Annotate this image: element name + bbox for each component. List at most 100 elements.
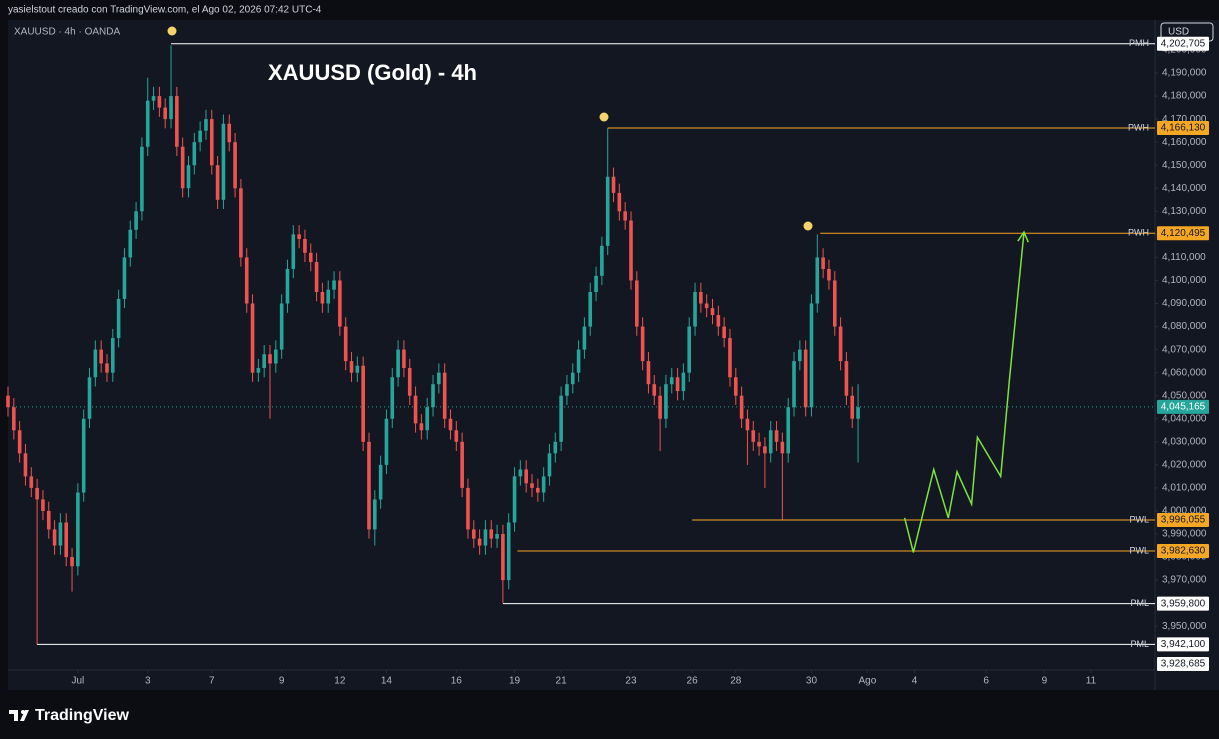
candle-body (547, 453, 552, 477)
candle-body (58, 522, 63, 546)
candle-body (122, 257, 127, 299)
candle-body (611, 176, 616, 193)
candle-body (308, 252, 313, 263)
candle-body (821, 257, 825, 269)
x-tick-label: Ago (858, 676, 876, 687)
candle-body (12, 407, 16, 431)
candle-body (629, 220, 633, 281)
candle-body (407, 368, 412, 396)
candle-body (192, 142, 197, 166)
candle-body (76, 492, 80, 567)
candle-body (233, 142, 237, 189)
y-tick-label: 4,190,000 (1162, 68, 1207, 79)
y-tick-label: 4,110,000 (1162, 252, 1206, 263)
candle-body (23, 453, 28, 477)
candle-body (699, 291, 703, 304)
x-tick-label: 7 (209, 676, 215, 687)
candle-body (518, 469, 523, 477)
candle-body (198, 130, 202, 143)
candle-body (6, 395, 10, 408)
level-box (1157, 543, 1209, 558)
candle-body (116, 298, 121, 339)
x-tick-label: 26 (687, 676, 699, 687)
y-tick-label: 4,160,000 (1162, 137, 1207, 148)
candle-body (541, 476, 546, 493)
y-tick-label: 4,140,000 (1162, 183, 1207, 194)
candle-body (279, 303, 284, 350)
plot-area (8, 20, 1155, 670)
projection-path (903, 231, 1025, 553)
y-tick-label: 3,970,000 (1162, 575, 1207, 586)
candle-body (530, 483, 534, 488)
candle-body (594, 275, 598, 292)
candle-body (716, 315, 721, 327)
candle-body (489, 529, 494, 539)
candle-body (733, 377, 738, 396)
x-tick-label: 23 (625, 676, 637, 687)
candle-body (774, 430, 779, 442)
candle-body (180, 146, 185, 189)
candle-body (582, 326, 587, 350)
candle-body (367, 441, 371, 530)
candle-body (728, 338, 732, 378)
candle-body (669, 377, 674, 385)
candle-body (856, 407, 860, 419)
level-name: PWL (1129, 545, 1149, 555)
candle-body (239, 188, 243, 258)
level-name: PWH (1128, 228, 1149, 238)
level-box (1157, 226, 1209, 241)
last-price-box (1157, 399, 1209, 414)
candle-body (623, 211, 627, 221)
y-tick-label: 4,170,000 (1162, 114, 1207, 125)
candle-body (303, 238, 307, 253)
candle-body (163, 107, 168, 120)
y-tick-label: 4,180,000 (1162, 91, 1207, 102)
candle-body (145, 100, 150, 147)
candle-body (175, 96, 179, 147)
y-tick-label: 4,050,000 (1162, 390, 1207, 401)
level-box (1157, 36, 1209, 51)
y-tick-label: 4,060,000 (1162, 367, 1207, 378)
x-tick-label: 9 (279, 676, 285, 687)
candle-body (93, 349, 98, 378)
candle-body (664, 384, 668, 419)
candle-body (588, 291, 593, 327)
y-tick-label: 4,080,000 (1162, 321, 1207, 332)
chart-title: XAUUSD (Gold) - 4h (268, 60, 477, 85)
candle-body (710, 308, 715, 316)
candle-body (413, 395, 418, 424)
level-box (1157, 513, 1209, 528)
candle-body (274, 349, 278, 364)
candle-body (110, 338, 115, 373)
bulb-icon (599, 112, 609, 122)
x-tick-label: 9 (1042, 676, 1048, 687)
candle-body (658, 395, 662, 419)
candle-body (844, 361, 849, 396)
candle-body (792, 361, 796, 408)
candle-body (215, 165, 220, 200)
y-tick-label: 4,130,000 (1162, 206, 1207, 217)
candle-body (256, 368, 261, 373)
candle-body (355, 365, 360, 373)
bulb-icon (803, 221, 813, 231)
level-name: PWL (1129, 514, 1149, 524)
candle-body (850, 395, 855, 419)
x-tick-label: Jul (71, 676, 84, 687)
level-name: PWH (1128, 122, 1149, 132)
candle-body (640, 326, 645, 362)
candle-body (477, 538, 482, 546)
candle-body (204, 119, 208, 131)
candle-body (431, 384, 435, 408)
candle-body (460, 441, 464, 488)
candle-body (291, 234, 296, 269)
candle-body (343, 326, 348, 362)
candle-body (81, 418, 86, 493)
candle-body (704, 303, 709, 309)
candle-body (652, 384, 657, 396)
axis-marker-label: 3,928,685 (1161, 659, 1206, 670)
candle-body (471, 529, 476, 539)
candle-body (29, 476, 34, 488)
y-tick-label: 4,090,000 (1162, 298, 1207, 309)
candle-body (687, 326, 692, 373)
candle-body (221, 123, 226, 200)
